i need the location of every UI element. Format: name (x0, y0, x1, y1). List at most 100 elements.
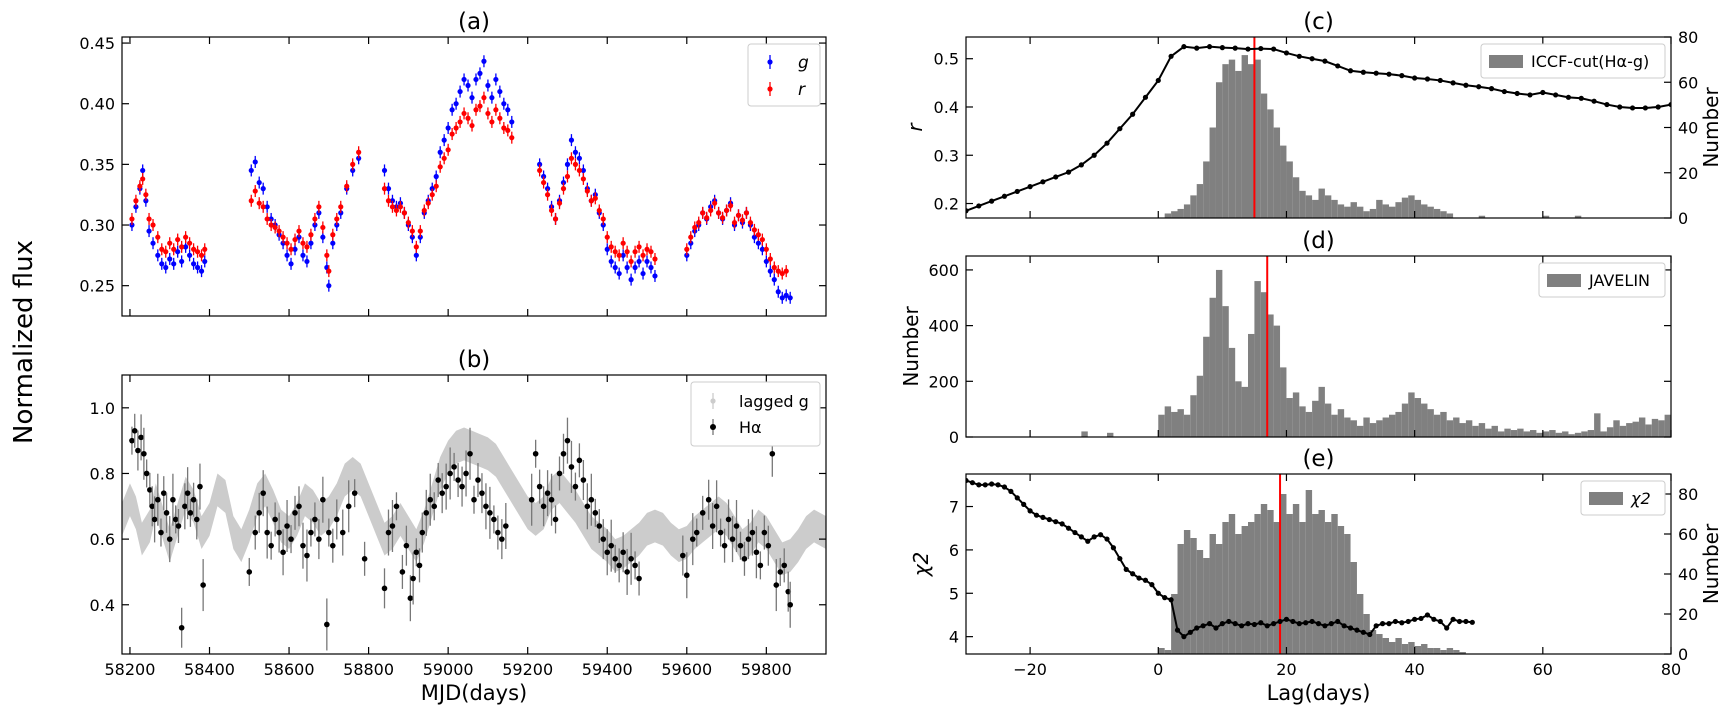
data-point-halpha (330, 542, 336, 549)
line-point (1200, 623, 1206, 629)
legend-swatch (1489, 55, 1523, 68)
line-point (1206, 44, 1213, 50)
data-point-halpha (548, 496, 555, 503)
histogram-bar (1459, 423, 1466, 437)
histogram-bar (1081, 431, 1088, 437)
data-point-halpha (431, 503, 438, 510)
data-point-halpha (596, 523, 603, 529)
data-point-g (256, 179, 262, 186)
histogram-bar (1273, 522, 1281, 654)
line-point (1130, 111, 1136, 117)
data-point-r (624, 249, 630, 255)
histogram-bar (1331, 414, 1338, 437)
histogram-bar (1190, 195, 1197, 218)
x-tick-label: 58800 (343, 660, 394, 679)
histogram-bar (1376, 420, 1383, 437)
data-point-g (413, 252, 419, 258)
y-tick-label: 4 (949, 628, 959, 647)
histogram-bar (1235, 381, 1242, 437)
data-point-halpha (389, 523, 396, 529)
histogram-bar (1337, 409, 1345, 437)
line-point (1219, 621, 1225, 627)
data-point-r (755, 232, 761, 238)
data-point-halpha (721, 542, 728, 549)
line-point (1168, 53, 1174, 59)
data-point-halpha (479, 490, 485, 496)
data-point-g (481, 58, 487, 64)
x-tick-label: 59000 (423, 660, 474, 679)
data-point-g (296, 234, 302, 240)
line-point (1187, 629, 1193, 635)
data-point-r (194, 249, 201, 255)
data-point-halpha (568, 464, 575, 470)
data-point-r (421, 207, 427, 214)
histogram-bar (1389, 642, 1396, 654)
data-point-g (350, 167, 356, 174)
line-point (1527, 92, 1533, 98)
histogram-bar (1491, 425, 1498, 437)
y-tick-label: 0.6 (90, 530, 115, 549)
data-point-g (334, 222, 340, 228)
y-tick-label: 0.4 (90, 596, 115, 615)
line-point (1008, 488, 1014, 494)
data-point-halpha (787, 601, 794, 608)
data-point-r (268, 222, 274, 228)
histogram-bar (1273, 325, 1281, 437)
histogram-bar (1465, 420, 1473, 437)
histogram-bar (1459, 652, 1466, 654)
line-point (1194, 45, 1200, 51)
y-tick-label: 0.45 (79, 34, 115, 53)
data-point-halpha (399, 569, 406, 575)
histogram-bar (1324, 403, 1332, 437)
data-point-r (461, 110, 467, 117)
data-point-halpha (141, 450, 147, 457)
data-point-r (334, 216, 340, 222)
data-point-r (735, 212, 742, 218)
data-point-halpha (495, 529, 501, 536)
data-point-halpha (300, 542, 306, 549)
histogram-bar (1267, 510, 1274, 654)
histogram-bar (1324, 195, 1332, 218)
data-point-g (652, 273, 658, 279)
data-point-halpha (584, 503, 591, 510)
data-point-halpha (443, 483, 449, 490)
data-point-r (541, 179, 547, 186)
data-point-halpha (451, 464, 457, 470)
histogram-bar (1395, 411, 1402, 437)
legend-label: JAVELIN (1588, 271, 1650, 290)
y-tick-label: 0.3 (934, 146, 959, 165)
data-point-halpha (528, 496, 535, 503)
data-point-halpha (272, 516, 278, 523)
line-point (1162, 595, 1168, 601)
data-point-r (743, 210, 750, 216)
histogram-bar (1433, 648, 1441, 654)
line-point (1277, 618, 1283, 625)
histogram-bar (1318, 188, 1325, 218)
line-point (1373, 70, 1379, 76)
data-point-r (264, 216, 270, 222)
data-point-g (461, 76, 467, 83)
y-tick-label: 0.2 (934, 195, 959, 214)
histogram-bar (1542, 215, 1550, 218)
plot-area (966, 37, 1671, 218)
line-point (1655, 104, 1661, 110)
data-point-r (405, 219, 411, 226)
data-point-g (469, 95, 475, 101)
line-point (1360, 629, 1366, 635)
histogram-bar (1389, 206, 1396, 218)
line-point (1258, 45, 1264, 52)
legend-box (1480, 43, 1666, 79)
y-tick-label: 0.40 (79, 95, 115, 114)
line-point (976, 482, 982, 488)
data-point-halpha (616, 562, 622, 569)
data-point-r (644, 246, 650, 252)
data-point-g (477, 70, 483, 76)
data-point-r (171, 246, 177, 252)
line-point (1437, 618, 1443, 625)
data-point-r (330, 232, 336, 238)
histogram-bar (1581, 431, 1588, 437)
y-tick-label: 5 (949, 584, 959, 603)
histogram-bar (1318, 386, 1325, 437)
line-point (1309, 56, 1315, 62)
data-point-halpha (447, 470, 453, 477)
